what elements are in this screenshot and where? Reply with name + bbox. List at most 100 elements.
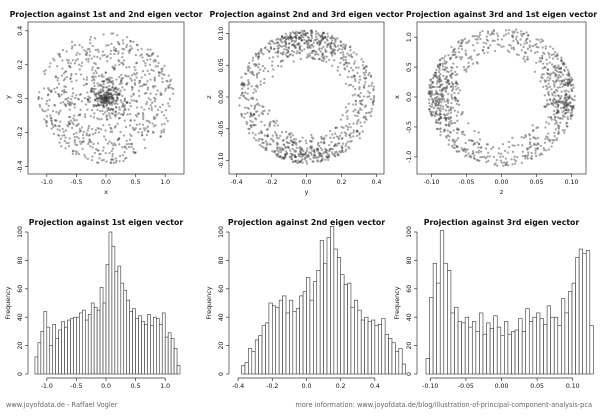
scatter-point xyxy=(78,113,81,117)
scatter-point xyxy=(455,82,458,85)
scatter-point xyxy=(319,141,323,144)
scatter-point xyxy=(251,59,254,62)
scatter-point xyxy=(45,121,48,125)
scatter-point xyxy=(74,150,77,153)
scatter-point xyxy=(557,132,561,135)
histogram-bar xyxy=(323,262,328,375)
scatter-point xyxy=(532,129,535,133)
scatter-point xyxy=(97,84,100,88)
scatter-point xyxy=(551,57,555,60)
scatter-point xyxy=(114,90,118,93)
scatter-point xyxy=(143,108,146,111)
scatter-point xyxy=(567,72,571,75)
scatter-point xyxy=(327,155,331,158)
scatter-point xyxy=(263,109,266,112)
scatter-point xyxy=(293,140,296,143)
scatter-point xyxy=(455,114,459,117)
x-tick-label: 0.0 xyxy=(101,179,111,186)
scatter-point xyxy=(85,78,89,81)
scatter-point xyxy=(356,71,359,75)
scatter-point xyxy=(565,95,568,98)
scatter-point xyxy=(122,102,125,106)
scatter-point xyxy=(102,98,105,102)
scatter-point xyxy=(526,37,529,40)
scatter-point xyxy=(98,99,101,103)
scatter-point xyxy=(477,142,481,146)
scatter-point xyxy=(560,59,563,62)
histogram-bar xyxy=(295,308,300,375)
histogram-bar xyxy=(150,325,154,375)
scatter-point xyxy=(465,148,468,151)
scatter-point xyxy=(526,58,530,61)
scatter-point xyxy=(556,105,560,108)
scatter-point xyxy=(108,95,111,98)
scatter-point xyxy=(539,80,542,83)
scatter-point xyxy=(349,126,352,129)
scatter-point xyxy=(260,145,263,148)
histogram-bar xyxy=(176,365,181,375)
scatter-point xyxy=(111,80,115,83)
scatter-point xyxy=(68,65,72,68)
scatter-point xyxy=(309,157,312,161)
scatter-point xyxy=(358,95,362,99)
scatter-point xyxy=(71,59,74,62)
scatter-point xyxy=(429,78,433,81)
scatter-point xyxy=(365,65,368,68)
scatter-point xyxy=(269,42,272,46)
scatter-point xyxy=(445,84,449,88)
x-tick-label: 0.0 xyxy=(101,383,111,390)
histogram-bar xyxy=(111,245,116,375)
scatter-point xyxy=(106,99,109,103)
scatter-point xyxy=(295,30,298,33)
scatter-point xyxy=(563,68,566,71)
scatter-point xyxy=(523,55,526,58)
scatter-point xyxy=(57,134,60,137)
scatter-point xyxy=(96,55,99,59)
scatter-point xyxy=(470,156,473,159)
scatter-point xyxy=(44,120,48,123)
scatter-point xyxy=(140,47,143,51)
scatter-point xyxy=(340,131,343,134)
scatter-point xyxy=(160,67,163,71)
scatter-point xyxy=(125,156,128,160)
scatter-point xyxy=(504,29,508,32)
scatter-point xyxy=(113,113,116,117)
scatter-point xyxy=(322,142,325,145)
scatter-point xyxy=(334,38,337,42)
scatter-point xyxy=(353,60,356,63)
scatter-point xyxy=(315,50,318,54)
scatter-point xyxy=(100,101,103,104)
scatter-point xyxy=(98,104,101,107)
scatter-point xyxy=(359,102,362,105)
scatter-point xyxy=(355,134,359,138)
x-tick-label: 0.0 xyxy=(302,383,312,390)
scatter-point xyxy=(464,52,467,55)
scatter-point xyxy=(504,163,507,167)
histogram-bar xyxy=(79,312,83,375)
scatter-point xyxy=(461,112,464,115)
scatter-point xyxy=(330,151,334,154)
scatter-point xyxy=(97,161,100,164)
scatter-point xyxy=(97,50,100,53)
scatter-point xyxy=(118,43,121,46)
scatter-point xyxy=(151,52,154,56)
scatter-point xyxy=(286,55,289,58)
histogram-bar xyxy=(144,323,148,375)
scatter-point xyxy=(432,110,435,114)
histogram-bar xyxy=(575,257,580,375)
scatter-point xyxy=(92,103,95,107)
scatter-point xyxy=(283,156,286,160)
scatter-point xyxy=(70,40,74,44)
scatter-point xyxy=(119,89,122,92)
scatter-point xyxy=(260,112,263,115)
scatter-point xyxy=(301,136,304,139)
scatter-point xyxy=(454,56,458,59)
scatter-point xyxy=(247,81,250,84)
scatter-point xyxy=(103,91,107,94)
scatter-point xyxy=(339,151,342,154)
scatter-point xyxy=(312,56,315,59)
scatter-point xyxy=(431,77,435,80)
scatter-point xyxy=(450,56,453,59)
scatter-point xyxy=(310,34,314,38)
scatter-point xyxy=(569,112,572,115)
